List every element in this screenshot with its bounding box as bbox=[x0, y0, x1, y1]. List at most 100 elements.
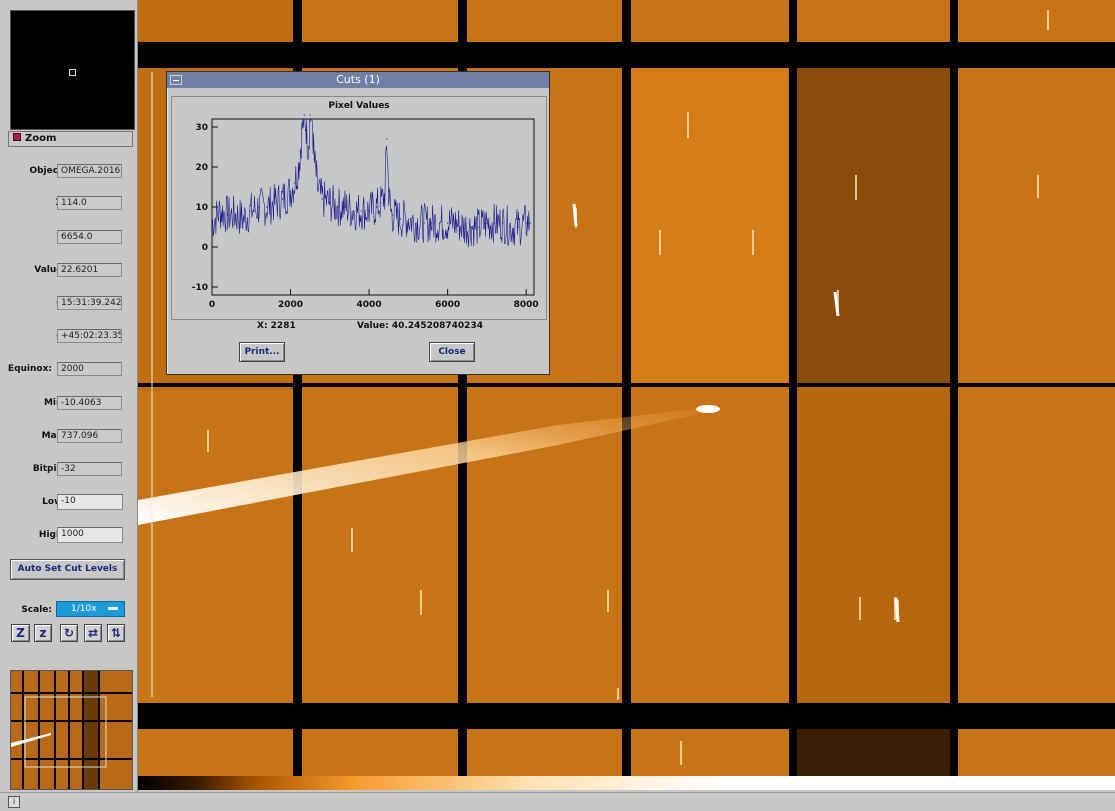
x-readout: X: 2281 bbox=[257, 321, 296, 331]
data-point bbox=[517, 226, 519, 228]
data-point bbox=[293, 182, 296, 184]
data-point bbox=[317, 190, 319, 192]
data-point bbox=[376, 206, 378, 208]
field-label-object: Object: bbox=[29, 166, 66, 176]
data-point bbox=[415, 222, 417, 224]
data-point bbox=[266, 206, 268, 208]
data-point bbox=[219, 210, 221, 212]
field-label-equinox: Equinox: bbox=[7, 364, 52, 374]
data-point bbox=[407, 218, 409, 220]
data-point bbox=[289, 190, 292, 192]
data-point bbox=[297, 166, 299, 168]
data-point bbox=[529, 222, 531, 224]
y-field: 6654.0 bbox=[57, 230, 122, 244]
close-button[interactable]: Close bbox=[429, 342, 475, 362]
checkbox-icon bbox=[13, 133, 21, 141]
dec-field: +45:02:23.35 bbox=[57, 329, 122, 343]
flip-y-icon[interactable]: ⇅ bbox=[107, 624, 125, 642]
equinox-field: 2000 bbox=[57, 362, 122, 376]
data-point bbox=[352, 210, 354, 212]
status-bar bbox=[0, 792, 1115, 811]
data-point bbox=[423, 222, 425, 224]
data-point bbox=[478, 226, 480, 228]
zoom-toggle[interactable]: Zoom bbox=[8, 131, 133, 147]
data-point bbox=[282, 198, 284, 200]
data-point bbox=[234, 214, 237, 216]
data-point bbox=[250, 210, 252, 212]
data-point bbox=[486, 222, 488, 224]
y-tick-label: 0 bbox=[202, 243, 208, 253]
x-tick-label: 8000 bbox=[514, 300, 539, 310]
y-tick-label: 30 bbox=[195, 123, 208, 133]
flip-x-icon[interactable]: ⇄ bbox=[84, 624, 102, 642]
y-tick-label: 10 bbox=[195, 203, 208, 213]
pan-thumbnail bbox=[11, 671, 132, 789]
colorbar bbox=[138, 776, 1115, 790]
data-point bbox=[329, 202, 331, 204]
zoom-window bbox=[10, 10, 135, 130]
data-point bbox=[303, 114, 305, 116]
y-tick-label: -10 bbox=[192, 283, 208, 293]
object-field: OMEGA.2016- bbox=[57, 164, 122, 178]
data-point bbox=[321, 198, 323, 200]
window-menu-icon[interactable] bbox=[170, 75, 182, 85]
zoom-marker bbox=[69, 69, 76, 76]
low-input[interactable]: -10 bbox=[57, 494, 123, 510]
bitpix-field: -32 bbox=[57, 462, 122, 476]
data-point bbox=[388, 190, 390, 192]
high-input[interactable]: 1000 bbox=[57, 527, 123, 543]
data-point bbox=[301, 126, 303, 128]
data-point bbox=[274, 202, 276, 204]
data-point bbox=[313, 158, 315, 160]
data-point bbox=[307, 146, 309, 148]
data-point bbox=[211, 222, 213, 224]
data-point bbox=[384, 194, 386, 196]
series-line bbox=[211, 118, 530, 248]
data-point bbox=[509, 226, 512, 228]
data-point bbox=[305, 126, 307, 128]
data-point bbox=[390, 210, 392, 212]
info-icon[interactable]: i bbox=[8, 796, 20, 808]
data-point bbox=[380, 202, 382, 204]
data-point bbox=[315, 174, 317, 176]
field-label-min: Min: bbox=[43, 398, 66, 408]
zoom-toggle-label: Zoom bbox=[25, 133, 57, 144]
data-point bbox=[399, 218, 402, 220]
x-tick-label: 6000 bbox=[435, 300, 460, 310]
data-point bbox=[454, 222, 457, 224]
value-readout: Value: 40.245208740234 bbox=[357, 321, 483, 331]
high-label: High: bbox=[38, 530, 66, 540]
pan-window[interactable] bbox=[10, 670, 133, 790]
field-label-value: Value: bbox=[34, 265, 66, 275]
zoom-out-button[interactable]: z bbox=[34, 624, 52, 642]
x-tick-label: 2000 bbox=[278, 300, 303, 310]
x-tick-label: 4000 bbox=[357, 300, 382, 310]
data-point bbox=[447, 222, 449, 224]
data-point bbox=[337, 206, 339, 208]
low-label: Low: bbox=[42, 497, 66, 507]
data-point bbox=[344, 206, 347, 208]
cuts-title-bar[interactable]: Cuts (1) bbox=[167, 72, 549, 88]
data-point bbox=[227, 214, 229, 216]
scale-menu[interactable]: 1/10x bbox=[56, 601, 125, 617]
cuts-title: Cuts (1) bbox=[336, 73, 380, 86]
data-point bbox=[470, 226, 472, 228]
print-button[interactable]: Print... bbox=[239, 342, 285, 362]
data-point bbox=[501, 222, 504, 224]
plot-frame bbox=[211, 118, 535, 296]
field-label-bitpix: Bitpix: bbox=[32, 464, 66, 474]
zoom-in-button[interactable]: Z bbox=[11, 624, 30, 642]
rotate-icon[interactable]: ↻ bbox=[60, 624, 78, 642]
data-point bbox=[392, 214, 394, 216]
data-point bbox=[311, 118, 313, 120]
plot-title: Pixel Values bbox=[328, 101, 390, 111]
data-point bbox=[309, 114, 311, 116]
ra-field: 15:31:39.242 bbox=[57, 296, 122, 310]
data-point bbox=[368, 210, 370, 212]
auto-set-cut-levels-button[interactable]: Auto Set Cut Levels bbox=[10, 559, 125, 580]
value-field: 22.6201 bbox=[57, 263, 122, 277]
pixel-values-plot: Pixel Values 0 2000 4000 6000 8000 -10 0 10 20 30 bbox=[171, 96, 547, 320]
min-field: -10.4063 bbox=[57, 396, 122, 410]
data-point bbox=[242, 218, 245, 220]
max-field: 737.096 bbox=[57, 429, 122, 443]
